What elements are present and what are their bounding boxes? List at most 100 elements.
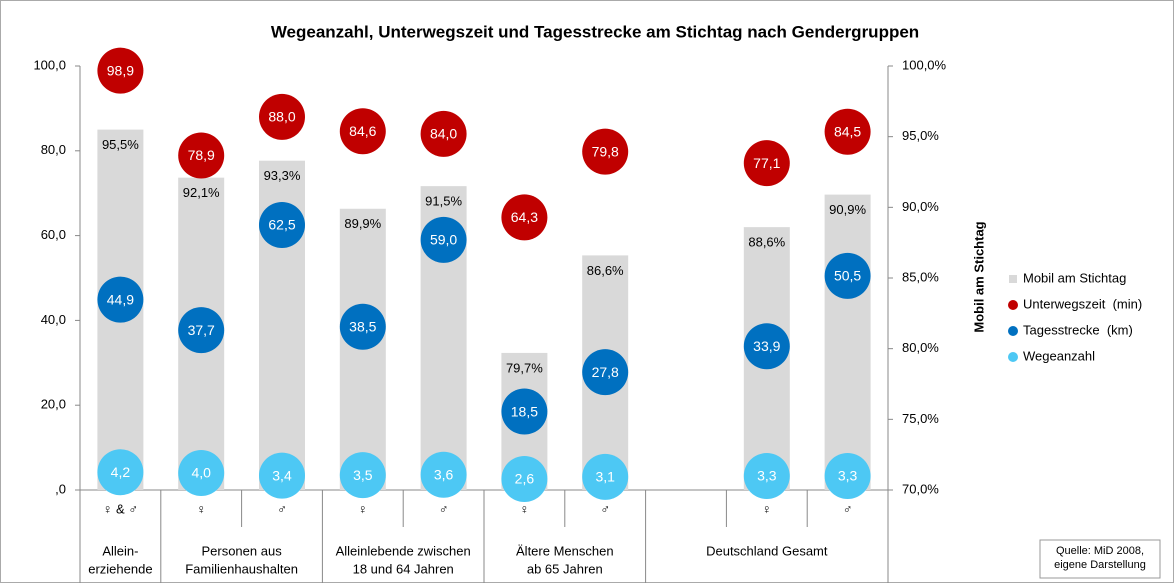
y2-tick-label: 70,0% bbox=[902, 481, 939, 496]
bar-label: 91,5% bbox=[425, 194, 462, 209]
bubble bbox=[743, 453, 790, 500]
bubble bbox=[339, 452, 386, 499]
legend-swatch bbox=[1008, 352, 1018, 362]
bubble bbox=[824, 252, 871, 299]
bubble-label: 4,2 bbox=[111, 464, 131, 480]
bubble-label: 37,7 bbox=[188, 322, 215, 338]
bubble bbox=[743, 140, 790, 187]
bubble-label: 27,8 bbox=[592, 364, 619, 380]
bubble-label: 3,3 bbox=[838, 468, 858, 484]
bubble bbox=[259, 452, 305, 499]
bubble bbox=[97, 276, 144, 323]
group-label: 18 und 64 Jahren bbox=[353, 561, 454, 576]
source-note: eigene Darstellung bbox=[1054, 559, 1146, 571]
group-label: ab 65 Jahren bbox=[527, 561, 603, 576]
bubble-label: 59,0 bbox=[430, 232, 457, 248]
bubble bbox=[259, 202, 305, 248]
y2-tick-label: 85,0% bbox=[902, 269, 939, 284]
bubble bbox=[824, 108, 871, 155]
source-box bbox=[1039, 539, 1161, 579]
x-tick-label: ♀ bbox=[196, 501, 206, 516]
group-label: erziehende bbox=[88, 561, 152, 576]
group-label: Allein- bbox=[102, 543, 138, 558]
y-tick-label: 40,0 bbox=[41, 312, 66, 327]
group-label: Alleinlebende zwischen bbox=[336, 543, 471, 558]
bubble-label: 18,5 bbox=[511, 403, 538, 419]
x-tick-label: ♂ bbox=[277, 501, 287, 516]
bubble-label: 4,0 bbox=[191, 465, 211, 481]
y-tick-label: 80,0 bbox=[41, 142, 66, 157]
bubble-label: 79,8 bbox=[592, 143, 619, 159]
x-tick-label: ♂ bbox=[600, 501, 610, 516]
bar-label: 79,7% bbox=[506, 360, 543, 375]
x-tick-label: ♀ bbox=[762, 501, 772, 516]
bubble bbox=[178, 450, 225, 497]
x-tick-label: ♀ bbox=[358, 501, 368, 516]
y2-tick-label: 80,0% bbox=[902, 340, 939, 355]
bubble bbox=[420, 451, 467, 498]
group-label: Personen aus bbox=[201, 543, 282, 558]
bubble-label: 84,0 bbox=[430, 126, 457, 142]
bubble-label: 84,5 bbox=[834, 123, 861, 139]
x-tick-label: ♂ bbox=[439, 501, 449, 516]
bubble-label: 3,4 bbox=[272, 467, 292, 483]
bubble-label: 88,0 bbox=[268, 109, 295, 125]
y-tick-label: 20,0 bbox=[41, 397, 66, 412]
bubble bbox=[178, 307, 225, 354]
bubble-label: 77,1 bbox=[753, 155, 780, 171]
bubble-label: 38,5 bbox=[349, 318, 376, 334]
x-tick-label: ♂ bbox=[843, 501, 853, 516]
bubble bbox=[420, 216, 467, 263]
y2-axis-title: Mobil am Stichtag bbox=[971, 221, 986, 332]
y2-tick-label: 90,0% bbox=[902, 199, 939, 214]
bubble-label: 3,1 bbox=[595, 469, 615, 485]
y-tick-label: 60,0 bbox=[41, 227, 66, 242]
bar-label: 89,9% bbox=[344, 216, 381, 231]
bubble bbox=[178, 132, 225, 179]
y2-tick-label: 95,0% bbox=[902, 128, 939, 143]
bubble-label: 50,5 bbox=[834, 268, 861, 284]
source-note: Quelle: MiD 2008, bbox=[1056, 545, 1144, 557]
bubble bbox=[420, 110, 467, 157]
group-label: Deutschland Gesamt bbox=[706, 543, 828, 558]
bubble bbox=[501, 455, 548, 502]
legend-swatch bbox=[1009, 275, 1017, 283]
legend-label: Tagesstrecke (km) bbox=[1023, 322, 1133, 337]
bubble-label: 2,6 bbox=[515, 471, 535, 487]
bubble-label: 98,9 bbox=[107, 62, 134, 78]
group-label: Ältere Menschen bbox=[516, 543, 614, 558]
bubble-label: 78,9 bbox=[188, 147, 215, 163]
legend-label: Mobil am Stichtag bbox=[1023, 270, 1126, 285]
bubble bbox=[97, 47, 144, 94]
bubble bbox=[339, 303, 386, 350]
y-tick-label: 100,0 bbox=[33, 57, 66, 72]
bubble bbox=[582, 453, 629, 500]
bubble bbox=[824, 453, 871, 500]
bubble bbox=[743, 323, 790, 370]
bubble-label: 84,6 bbox=[349, 123, 376, 139]
bubble-label: 3,6 bbox=[434, 466, 454, 482]
bubble-label: 44,9 bbox=[107, 291, 134, 307]
chart-title: Wegeanzahl, Unterwegszeit und Tagesstrec… bbox=[271, 22, 919, 41]
y2-tick-label: 100,0% bbox=[902, 57, 947, 72]
bubble-label: 62,5 bbox=[268, 217, 295, 233]
y-tick-label: ,0 bbox=[55, 481, 66, 496]
bar-label: 93,3% bbox=[264, 168, 301, 183]
bubble bbox=[501, 388, 548, 435]
bubble-label: 33,9 bbox=[753, 338, 780, 354]
bar bbox=[824, 194, 871, 490]
y2-tick-label: 75,0% bbox=[902, 411, 939, 426]
bar-label: 92,1% bbox=[183, 185, 220, 200]
legend-swatch bbox=[1008, 326, 1018, 336]
bubble-label: 64,3 bbox=[511, 209, 538, 225]
bubble bbox=[501, 194, 548, 241]
bar-label: 86,6% bbox=[587, 263, 624, 278]
legend-label: Unterwegszeit (min) bbox=[1023, 296, 1142, 311]
bar-label: 90,9% bbox=[829, 202, 866, 217]
bubble bbox=[582, 349, 629, 396]
legend-label: Wegeanzahl bbox=[1023, 348, 1095, 363]
bar-label: 88,6% bbox=[748, 235, 785, 250]
bubble bbox=[259, 93, 305, 140]
group-label: Familienhaushalten bbox=[185, 561, 298, 576]
